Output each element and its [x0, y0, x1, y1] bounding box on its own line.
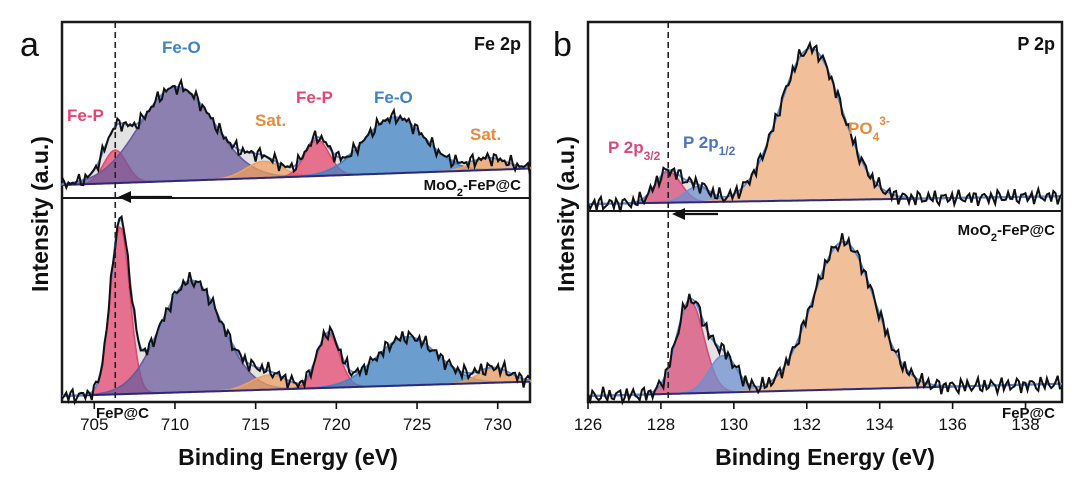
panel-b-y-axis-title: Intensity (a.u.): [553, 136, 579, 292]
background-line: [61, 380, 531, 397]
panel-a-frame: [60, 20, 532, 404]
x-tick-label: 730: [484, 415, 512, 434]
panel-b-sample-top: MoO2-FeP@C: [958, 222, 1056, 244]
panel-a-peak-label-sat-2: Sat.: [470, 125, 501, 144]
x-tick-label: 705: [80, 415, 108, 434]
panel-a-peak-label-fe-o-1: Fe-O: [162, 38, 201, 57]
x-tick-label: 710: [161, 415, 189, 434]
panel-a-peak-label-sat-1: Sat.: [255, 111, 286, 130]
x-tick-label: 134: [866, 415, 894, 434]
panel-a-spectrum-bottom: [61, 214, 531, 406]
raw-spectrum-line: [61, 214, 531, 406]
panel-b-peak-label-po4: PO43-: [848, 114, 890, 144]
raw-spectrum-line: [587, 40, 1063, 213]
panel-b-sample-bottom: FeP@C: [1002, 405, 1055, 422]
panel-b-peak-label-p2p32: P 2p3/2: [608, 138, 661, 163]
panel-b-letter: b: [553, 26, 572, 64]
panel-b-x-ticks: 126 128 130 132 134 136 138: [574, 402, 1040, 434]
panel-a-y-axis-title: Intensity (a.u.): [27, 136, 53, 292]
panel-b-core-level: P 2p: [1017, 34, 1055, 54]
x-tick-label: 130: [720, 415, 748, 434]
x-tick-label: 136: [938, 415, 966, 434]
background-line: [61, 167, 531, 186]
panel-a-fe2p: 705 710 715 720 725 730 a Fe 2p MoO2-FeP@C Fe…: [20, 20, 532, 470]
panel-b-x-axis-title: Binding Energy (eV): [715, 444, 935, 470]
x-tick-label: 720: [322, 415, 350, 434]
panel-a-spectrum-top: [61, 77, 531, 191]
panel-b-peak-label-p2p12: P 2p1/2: [683, 133, 736, 158]
panel-a-letter: a: [20, 26, 39, 64]
panel-a-sample-bottom: FeP@C: [96, 405, 149, 422]
raw-spectrum-line: [587, 233, 1063, 406]
panel-b-p2p: 126 128 130 132 134 136 138 b P 2p MoO2-FeP@C …: [553, 20, 1064, 470]
panel-a-peak-label-fe-p-1: Fe-P: [67, 106, 104, 125]
panel-a-shift-arrow: [118, 191, 172, 203]
panel-a-peak-label-fe-o-2: Fe-O: [374, 88, 413, 107]
panel-b-shift-arrow: [672, 208, 718, 220]
panel-a-core-level: Fe 2p: [474, 34, 521, 54]
panel-a-x-axis-title: Binding Energy (eV): [178, 444, 398, 470]
x-tick-label: 715: [241, 415, 269, 434]
panel-b-spectrum-bottom: [587, 233, 1063, 406]
x-tick-label: 725: [403, 415, 431, 434]
panel-a-peak-label-fe-p-2: Fe-P: [296, 88, 333, 107]
x-tick-label: 138: [1011, 415, 1039, 434]
x-tick-label: 132: [793, 415, 821, 434]
panel-a-x-ticks: 705 710 715 720 725 730: [80, 402, 512, 434]
x-tick-label: 128: [647, 415, 675, 434]
raw-spectrum-line: [61, 77, 531, 191]
panel-a-sample-top: MoO2-FeP@C: [424, 177, 522, 199]
x-tick-label: 126: [574, 415, 602, 434]
